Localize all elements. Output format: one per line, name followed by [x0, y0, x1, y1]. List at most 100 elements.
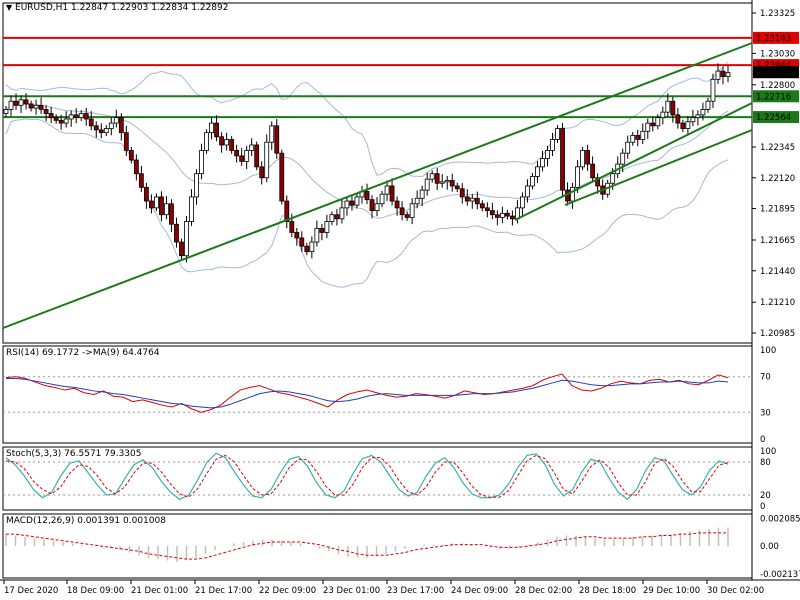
candle-body	[3, 109, 9, 114]
ohlc-values: 1.22847 1.22903 1.22834 1.22892	[71, 3, 229, 13]
stoch-tick-label: 100	[760, 447, 776, 457]
candle-body	[354, 196, 360, 206]
candle-body	[113, 117, 119, 124]
price-tick-label: 1.22345	[760, 143, 795, 153]
candle-body	[535, 166, 540, 177]
candle-body	[154, 196, 159, 209]
candle-body	[695, 114, 701, 119]
candle-body	[525, 185, 530, 198]
candle-body	[469, 197, 475, 202]
candle-body	[374, 203, 380, 212]
candle-body	[234, 150, 240, 157]
price-tick-label: 1.23325	[760, 9, 795, 19]
candle-body	[650, 122, 656, 127]
candle-body	[640, 130, 646, 140]
candle-body	[585, 150, 591, 165]
price-label-text: 1.22944	[756, 61, 791, 71]
macd-tick-label: 0.00	[760, 542, 779, 552]
candle-body	[725, 72, 731, 77]
candle-body	[194, 173, 199, 198]
candle-body	[630, 134, 636, 143]
candle-body	[474, 197, 480, 205]
stoch-label: Stoch(5,3,3) 76.5571 79.3305	[6, 449, 142, 459]
macd-tick-label: -0.002137	[760, 570, 800, 580]
candle-body	[244, 150, 250, 162]
candle-body	[224, 139, 230, 146]
stoch-tick-label: 20	[760, 491, 771, 501]
price-tick-label: 1.22800	[760, 81, 795, 91]
candle-body	[700, 109, 706, 116]
candle-body	[520, 196, 525, 209]
candle-body	[108, 122, 114, 129]
candle-body	[434, 173, 440, 184]
candle-body	[138, 173, 144, 188]
candle-body	[53, 117, 59, 121]
candle-body	[18, 99, 24, 106]
candle-body	[128, 150, 134, 161]
price-tick-label: 1.20985	[760, 329, 795, 339]
candle-body	[289, 221, 295, 233]
candle-body	[23, 99, 29, 105]
candle-body	[329, 214, 335, 222]
price-panel-frame	[2, 2, 753, 344]
candle-body	[419, 189, 425, 199]
candle-body	[103, 128, 109, 134]
candle-body	[219, 136, 224, 146]
candle-body	[590, 163, 596, 179]
candle-body	[464, 196, 470, 202]
macd-label: MACD(12,26,9) 0.001391 0.001008	[6, 516, 166, 526]
candle-body	[685, 121, 691, 129]
candle-body	[494, 214, 500, 218]
price-tick-label: 1.23030	[760, 49, 795, 59]
candle-body	[149, 200, 154, 209]
candle-body	[665, 100, 671, 113]
candle-body	[424, 178, 430, 191]
stoch-tick-label: 0	[760, 502, 765, 512]
stoch-signal-line	[5, 454, 729, 498]
rsi-ma-line	[6, 377, 729, 409]
time-tick-label: 28 Dec 02:00	[515, 586, 572, 596]
candle-body	[344, 200, 350, 209]
candle-body	[274, 125, 280, 154]
trendline-support	[564, 129, 753, 206]
candle-body	[189, 196, 194, 222]
time-tick-label: 28 Dec 18:00	[579, 586, 636, 596]
candle-body	[13, 100, 19, 106]
candle-body	[324, 221, 330, 233]
price-label-text: 1.22892	[756, 68, 791, 78]
candle-body	[58, 119, 64, 124]
candle-body	[78, 113, 84, 119]
macd-tick-label: 0.002085	[760, 515, 800, 525]
candle-body	[284, 200, 290, 222]
collapse-triangle-icon[interactable]: ▼	[6, 3, 13, 12]
candle-body	[48, 113, 54, 119]
candle-body	[610, 173, 616, 184]
candle-body	[68, 114, 74, 120]
candle-body	[545, 150, 550, 160]
candle-body	[389, 185, 395, 202]
time-tick-label: 24 Dec 09:00	[451, 586, 508, 596]
candle-body	[504, 212, 510, 217]
candle-body	[660, 111, 666, 119]
candle-body	[314, 227, 320, 243]
candle-body	[304, 245, 310, 253]
candle-body	[209, 122, 214, 134]
candle-body	[98, 129, 104, 134]
candle-body	[580, 150, 585, 168]
price-tick-label: 1.21440	[760, 267, 795, 277]
candle-body	[339, 207, 345, 220]
time-tick-label: 21 Dec 01:00	[131, 586, 188, 596]
trendline-channel-lower	[514, 102, 753, 221]
candle-body	[259, 166, 265, 179]
candle-body	[429, 173, 435, 180]
candle-body	[83, 113, 89, 120]
trendline-channel-upper	[2, 42, 753, 329]
bollinger-upper	[5, 61, 729, 178]
symbol-header: ▼ EURUSD,H1 1.22847 1.22903 1.22834 1.22…	[6, 3, 228, 13]
time-tick-label: 17 Dec 2020	[4, 586, 58, 596]
symbol-label: EURUSD,H1	[15, 3, 69, 13]
rsi-tick-label: 0	[760, 435, 765, 445]
candle-body	[334, 214, 340, 220]
candle-body	[680, 122, 686, 129]
